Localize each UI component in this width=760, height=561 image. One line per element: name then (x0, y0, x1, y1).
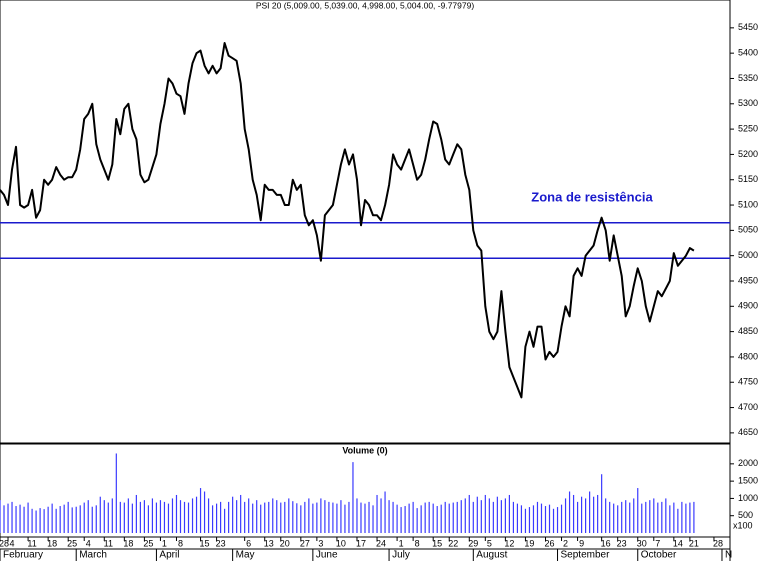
x-tick-label: 5 (487, 538, 492, 548)
y-tick-label: 5250 (738, 123, 758, 133)
month-label: July (392, 550, 410, 561)
chart-title: PSI 20 (5,009.00, 5,039.00, 4,998.00, 5,… (256, 0, 475, 10)
x-tick-label: 20 (280, 538, 290, 548)
y-tick-label: 4650 (738, 427, 758, 437)
x-tick-label: 15 (432, 538, 442, 548)
x-tick-label: 15 (200, 538, 210, 548)
month-label: September (561, 550, 611, 561)
x-tick-label: 23 (216, 538, 226, 548)
x-tick-label: 6 (246, 538, 251, 548)
y-tick-label: 2000 (738, 458, 758, 468)
y-tick-label: 4750 (738, 377, 758, 387)
x-tick-label: 12 (504, 538, 514, 548)
x-tick-label: 27 (300, 538, 310, 548)
x-tick-label: 10 (336, 538, 346, 548)
y-tick-label: 5350 (738, 73, 758, 83)
x-tick-label: 18 (123, 538, 133, 548)
y-tick-label: 500 (738, 510, 753, 520)
x-tick-label: 7 (655, 538, 660, 548)
y-tick-label: 5100 (738, 199, 758, 209)
y-tick-label: 4800 (738, 351, 758, 361)
x-tick-label: 17 (356, 538, 366, 548)
marks: 4650470047504800485049004950500050505100… (0, 22, 758, 561)
x-tick-label: 1 (162, 538, 167, 548)
x-tick-label: 25 (67, 538, 77, 548)
y-tick-label: 5050 (738, 225, 758, 235)
x-tick-label: 14 (673, 538, 683, 548)
x-tick-label: 18 (47, 538, 57, 548)
x-tick-label: 16 (601, 538, 611, 548)
month-label: June (316, 550, 338, 561)
x-tick-label: 21 (689, 538, 699, 548)
x-tick-label: 9 (579, 538, 584, 548)
x-tick-label: 22 (448, 538, 458, 548)
x-tick-label: 29 (468, 538, 478, 548)
month-label: April (159, 550, 179, 561)
unit-label: x100 (733, 520, 753, 530)
x-tick-label: 19 (524, 538, 534, 548)
x-tick-label: 26 (544, 538, 554, 548)
y-tick-label: 4950 (738, 275, 758, 285)
x-tick-label: 4 (86, 538, 91, 548)
x-tick-label: 25 (143, 538, 153, 548)
y-tick-label: 5400 (738, 48, 758, 58)
y-tick-label: 4700 (738, 402, 758, 412)
x-tick-label: 13 (264, 538, 274, 548)
x-tick-label: 24 (376, 538, 386, 548)
y-tick-label: 5000 (738, 250, 758, 260)
volume-title: Volume (0) (342, 445, 387, 455)
month-label: March (79, 550, 107, 561)
y-tick-label: 5150 (738, 174, 758, 184)
y-tick-label: 1500 (738, 476, 758, 486)
x-tick-label: 2 (563, 538, 568, 548)
y-tick-label: 1000 (738, 493, 758, 503)
x-tick-label: 11 (27, 538, 36, 548)
annotation: Zona de resistência (531, 189, 653, 204)
x-tick-label: 8 (178, 538, 183, 548)
month-label: October (641, 550, 677, 561)
month-label: August (476, 550, 507, 561)
x-tick-label: 1 (399, 538, 404, 548)
x-tick-label: 3 (318, 538, 323, 548)
x-tick-label: 28 (713, 538, 723, 548)
y-tick-label: 5200 (738, 149, 758, 159)
x-tick-label: 4 (10, 538, 15, 548)
y-tick-label: 5300 (738, 98, 758, 108)
month-label: May (236, 550, 255, 561)
price-line (0, 42, 695, 399)
x-tick-label: 30 (637, 538, 647, 548)
month-label: February (3, 550, 43, 561)
price-panel (0, 0, 731, 444)
month-label: N (725, 550, 732, 561)
x-tick-label: 11 (104, 538, 113, 548)
x-tick-label: 28 (0, 538, 9, 548)
y-tick-label: 4900 (738, 301, 758, 311)
x-tick-label: 8 (415, 538, 420, 548)
x-tick-label: 23 (617, 538, 627, 548)
y-tick-label: 5450 (738, 22, 758, 32)
y-tick-label: 4850 (738, 326, 758, 336)
